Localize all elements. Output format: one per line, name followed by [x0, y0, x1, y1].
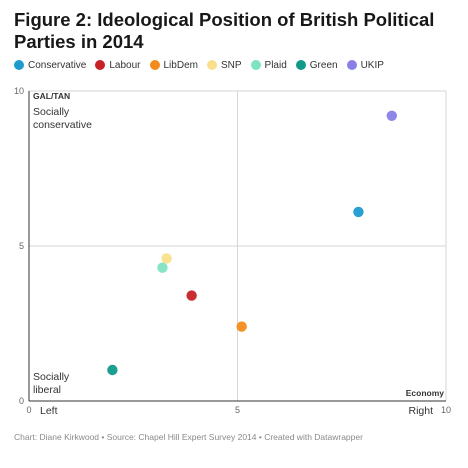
- x-tick-label: 5: [235, 405, 240, 415]
- legend-item-plaid: Plaid: [250, 59, 287, 71]
- chart-title: Figure 2: Ideological Position of Britis…: [14, 9, 435, 52]
- legend-label: Green: [309, 59, 338, 71]
- legend-swatch: [14, 60, 24, 70]
- legend-label: LibDem: [163, 59, 198, 71]
- grid: [28, 90, 447, 402]
- x-tick-label: 10: [441, 405, 451, 415]
- y-tick-label: 10: [14, 86, 24, 96]
- annotation-right: Right: [408, 405, 433, 417]
- x-axis-label: Economy: [406, 388, 445, 398]
- data-points: [107, 110, 397, 376]
- legend-swatch: [95, 60, 106, 70]
- legend-item-labour: Labour: [95, 59, 141, 71]
- axes: 0 5 10 0 5 10: [14, 86, 451, 415]
- legend-label: Conservative: [28, 59, 87, 71]
- data-point-ukip: [386, 110, 397, 122]
- legend-label: Labour: [109, 59, 141, 71]
- legend-label: Plaid: [264, 59, 287, 71]
- y-tick-label: 5: [19, 241, 24, 251]
- chart-footer: Chart: Diane Kirkwood • Source: Chapel H…: [14, 432, 363, 442]
- annotation-socially-conservative: Socially conservative: [33, 106, 92, 131]
- legend-item-green: Green: [295, 59, 338, 71]
- legend-item-snp: SNP: [206, 59, 242, 71]
- legend-swatch: [250, 60, 261, 70]
- legend-swatch: [295, 60, 306, 70]
- data-point-green: [107, 364, 118, 376]
- data-point-libdem: [236, 321, 247, 332]
- data-point-snp: [161, 253, 172, 264]
- legend-label: SNP: [220, 59, 242, 71]
- data-point-plaid: [157, 262, 168, 273]
- data-point-labour: [186, 290, 197, 301]
- annotations: GAL/TAN Economy Socially conservative Soc…: [33, 91, 444, 417]
- legend: Conservative Labour LibDem SNP Plaid Green UKI…: [14, 57, 393, 73]
- annotation-left: Left: [40, 405, 58, 417]
- y-axis-label: GAL/TAN: [33, 91, 70, 101]
- legend-label: UKIP: [360, 59, 384, 71]
- legend-swatch: [346, 60, 357, 70]
- data-point-conservative: [353, 206, 364, 218]
- annotation-socially-liberal: Socially liberal: [33, 371, 70, 396]
- legend-item-ukip: UKIP: [346, 59, 384, 71]
- legend-swatch: [206, 60, 217, 70]
- legend-item-libdem: LibDem: [149, 59, 198, 71]
- legend-item-conservative: Conservative: [14, 60, 86, 71]
- y-tick-label: 0: [19, 396, 24, 406]
- x-tick-label: 0: [26, 405, 31, 415]
- legend-swatch: [149, 60, 160, 70]
